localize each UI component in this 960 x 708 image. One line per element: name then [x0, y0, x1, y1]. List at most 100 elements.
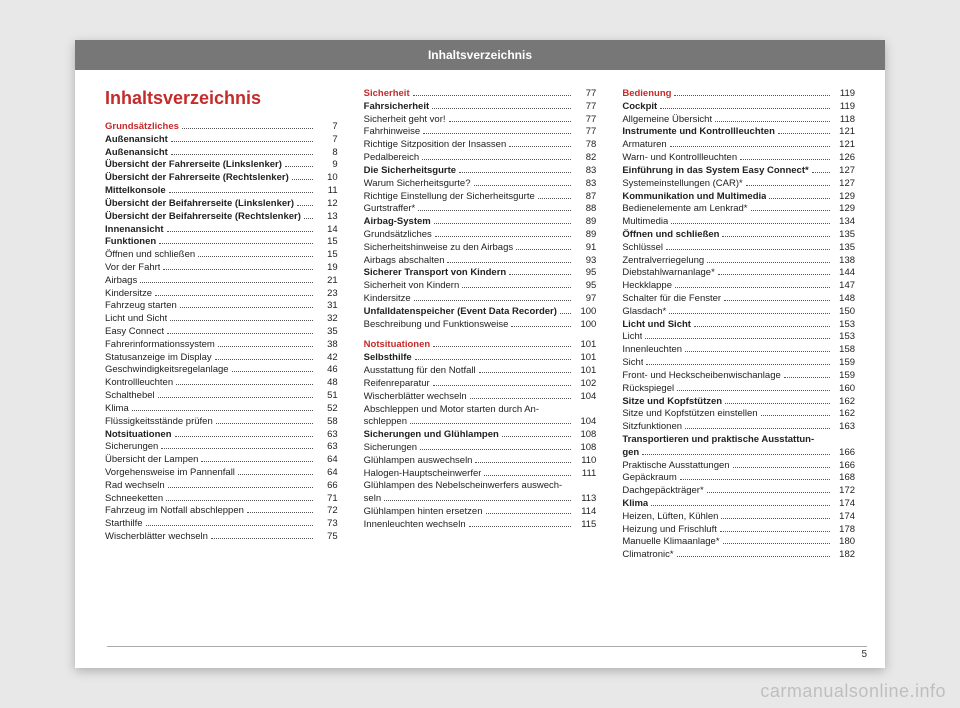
main-title: Inhaltsverzeichnis [105, 88, 338, 109]
toc-page: 23 [316, 288, 338, 301]
toc-page: 126 [833, 152, 855, 165]
dot-leader [459, 172, 571, 173]
toc-page: 182 [833, 549, 855, 562]
toc-page: 78 [574, 139, 596, 152]
toc-page: 159 [833, 357, 855, 370]
dot-leader [761, 415, 830, 416]
watermark: carmanualsonline.info [760, 681, 946, 702]
toc-page: 119 [833, 88, 855, 101]
toc-entry: Innenansicht14 [105, 224, 338, 237]
toc-page: 46 [316, 364, 338, 377]
toc-entry: Sicherheit von Kindern95 [364, 280, 597, 293]
toc-label: Heizung und Frischluft [622, 524, 717, 537]
toc-page: 159 [833, 370, 855, 383]
toc-page: 64 [316, 467, 338, 480]
dot-leader [511, 326, 571, 327]
toc-entry-line: gen166 [622, 447, 855, 460]
toc-page: 71 [316, 493, 338, 506]
toc-page: 144 [833, 267, 855, 280]
dot-leader [469, 526, 572, 527]
toc-page: 113 [574, 493, 596, 506]
dot-leader [474, 185, 572, 186]
toc-page: 101 [574, 365, 596, 378]
toc-page: 51 [316, 390, 338, 403]
dot-leader [238, 474, 313, 475]
toc-page: 77 [574, 114, 596, 127]
toc-label: schleppen [364, 416, 407, 429]
toc-label: Sitze und Kopfstützen [622, 396, 722, 409]
toc-entry: Notsituationen101 [364, 339, 597, 352]
toc-page: 118 [833, 114, 855, 127]
toc-entry: Rückspiegel160 [622, 383, 855, 396]
toc-entry: Reifenreparatur102 [364, 378, 597, 391]
dot-leader [721, 518, 830, 519]
dot-leader [167, 231, 313, 232]
dot-leader [479, 372, 572, 373]
toc-label: Rad wechseln [105, 480, 165, 493]
dot-leader [175, 436, 313, 437]
toc-label: Fahrhinweise [364, 126, 421, 139]
dot-leader [751, 210, 831, 211]
toc-page: 42 [316, 352, 338, 365]
toc-entry: Airbags abschalten93 [364, 255, 597, 268]
toc-entry: Heckklappe147 [622, 280, 855, 293]
toc-label: Diebstahlwarnanlage* [622, 267, 714, 280]
toc-page: 180 [833, 536, 855, 549]
dot-leader [694, 326, 830, 327]
toc-entry: Multimedia 134 [622, 216, 855, 229]
toc-entry: Außenansicht8 [105, 147, 338, 160]
toc-page: 77 [574, 126, 596, 139]
dot-leader [516, 249, 571, 250]
toc-page: 48 [316, 377, 338, 390]
toc-page: 153 [833, 319, 855, 332]
toc-label: Glühlampen hinten ersetzen [364, 506, 483, 519]
dot-leader [733, 467, 830, 468]
dot-leader [651, 505, 830, 506]
toc-entry: Öffnen und schließen15 [105, 249, 338, 262]
header-bar: Inhaltsverzeichnis [75, 40, 885, 70]
toc-entry: Notsituationen63 [105, 429, 338, 442]
toc-label: Selbsthilfe [364, 352, 412, 365]
toc-page: 77 [574, 88, 596, 101]
dot-leader [723, 543, 831, 544]
toc-page: 13 [316, 211, 338, 224]
toc-entry: Beschreibung und Funktionsweise100 [364, 319, 597, 332]
dot-leader [433, 385, 572, 386]
toc-entry: Sicherungen108 [364, 442, 597, 455]
toc-page: 10 [316, 172, 338, 185]
toc-page: 110 [574, 455, 596, 468]
toc-page: 121 [833, 126, 855, 139]
dot-leader [725, 403, 830, 404]
dot-leader [674, 95, 830, 96]
toc-label: Sicht [622, 357, 643, 370]
toc-entry: Abschleppen und Motor starten durch An-s… [364, 404, 597, 430]
toc-label: Multimedia [622, 216, 668, 229]
toc-page: 95 [574, 280, 596, 293]
dot-leader [447, 262, 571, 263]
toc-entry: Schalthebel51 [105, 390, 338, 403]
dot-leader [176, 384, 313, 385]
toc-entry: Selbsthilfe101 [364, 352, 597, 365]
toc-entry: Grundsätzliches7 [105, 121, 338, 134]
toc-label: Fahrzeug im Notfall abschleppen [105, 505, 244, 518]
toc-page: 129 [833, 203, 855, 216]
dot-leader [304, 218, 313, 219]
dot-leader [722, 236, 830, 237]
toc-entry: Starthilfe73 [105, 518, 338, 531]
toc-label: Bedienelemente am Lenkrad* [622, 203, 747, 216]
toc-page: 15 [316, 236, 338, 249]
toc-page: 75 [316, 531, 338, 544]
toc-entry: Sitze und Kopfstützen162 [622, 396, 855, 409]
toc-entry: Bedienung119 [622, 88, 855, 101]
toc-entry: Zentralverriegelung138 [622, 255, 855, 268]
toc-entry: Geschwindigkeitsregelanlage46 [105, 364, 338, 377]
toc-page: 38 [316, 339, 338, 352]
toc-label: Fahrsicherheit [364, 101, 429, 114]
toc-page: 134 [833, 216, 855, 229]
dot-leader [746, 185, 830, 186]
toc-entry: Systemeinstellungen (CAR)*127 [622, 178, 855, 191]
toc-entry: Sicherheit77 [364, 88, 597, 101]
toc-label: Airbags abschalten [364, 255, 445, 268]
dot-leader [420, 449, 571, 450]
toc-page: 35 [316, 326, 338, 339]
